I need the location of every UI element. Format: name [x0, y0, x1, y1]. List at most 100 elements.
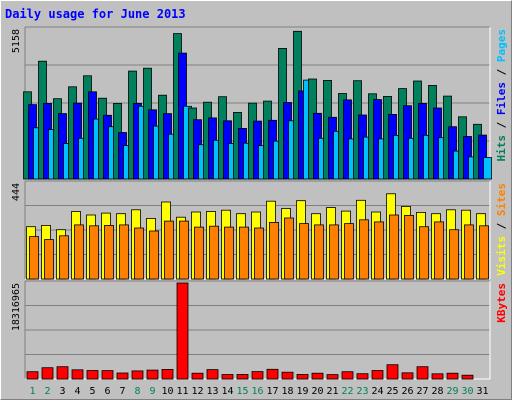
- x-tick-label: 15: [236, 386, 248, 397]
- x-tick-label: 31: [476, 386, 488, 397]
- legend-hits: Hits: [495, 135, 508, 162]
- x-tick-label: 19: [296, 386, 308, 397]
- bar-sites-day-16: [254, 227, 264, 280]
- bar-kbytes-day-15: [236, 373, 249, 380]
- x-tick-label: 1: [29, 386, 35, 397]
- bar-sites-day-2: [44, 239, 54, 280]
- x-tick-label: 3: [59, 386, 65, 397]
- bar-sites-day-13: [209, 225, 219, 280]
- bar-kbytes-day-7: [116, 372, 129, 380]
- x-tick-label: 2: [44, 386, 50, 397]
- x-tick-label: 5: [89, 386, 95, 397]
- x-tick-label: 21: [326, 386, 338, 397]
- x-tick-label: 29: [446, 386, 458, 397]
- panel-visits-sites-legend: Visits / Sites: [495, 183, 508, 276]
- x-tick-label: 18: [281, 386, 293, 397]
- bar-kbytes-day-30: [461, 374, 474, 380]
- bar-kbytes-day-23: [356, 373, 369, 380]
- x-tick-label: 9: [149, 386, 155, 397]
- bar-kbytes-day-10: [161, 368, 174, 380]
- bar-kbytes-day-13: [206, 369, 219, 380]
- bar-files-day-31: [478, 134, 487, 180]
- x-tick-label: 4: [74, 386, 80, 397]
- bar-sites-day-5: [89, 225, 99, 280]
- bar-sites-day-14: [224, 226, 234, 280]
- bar-sites-day-19: [299, 223, 309, 280]
- bar-sites-day-23: [359, 219, 369, 280]
- panel-kbytes-max-label: 18316965: [11, 283, 22, 331]
- bar-kbytes-day-27: [416, 366, 429, 380]
- bar-sites-day-1: [29, 236, 39, 280]
- x-tick-label: 30: [461, 386, 473, 397]
- bar-kbytes-day-3: [56, 366, 69, 380]
- bar-kbytes-day-4: [71, 369, 84, 380]
- bar-kbytes-day-25: [386, 364, 399, 380]
- x-tick-label: 8: [134, 386, 140, 397]
- bar-kbytes-day-18: [281, 371, 294, 380]
- x-tick-label: 17: [266, 386, 278, 397]
- x-tick-label: 27: [416, 386, 428, 397]
- bar-sites-day-8: [134, 227, 144, 280]
- bar-sites-day-22: [344, 223, 354, 280]
- legend-separator: /: [495, 216, 508, 236]
- x-tick-label: 14: [221, 386, 233, 397]
- legend-kbytes: KBytes: [495, 283, 508, 323]
- bar-sites-day-7: [119, 224, 129, 280]
- bar-kbytes-day-17: [266, 368, 279, 380]
- bar-kbytes-day-8: [131, 370, 144, 380]
- bar-kbytes-day-26: [401, 372, 414, 380]
- bar-sites-day-12: [194, 226, 204, 280]
- bar-sites-day-31: [479, 225, 489, 280]
- x-tick-label: 23: [356, 386, 368, 397]
- legend-visits: Visits: [495, 236, 508, 276]
- bar-kbytes-day-24: [371, 370, 384, 380]
- bar-sites-day-28: [434, 221, 444, 280]
- bar-kbytes-day-28: [431, 373, 444, 380]
- bar-sites-day-4: [74, 224, 84, 280]
- panel-visits-sites-max-label: 444: [11, 183, 22, 201]
- legend-sites: Sites: [495, 183, 508, 216]
- x-tick-label: 6: [104, 386, 110, 397]
- bar-sites-day-6: [104, 224, 114, 280]
- bar-kbytes-day-2: [41, 367, 54, 380]
- x-tick-label: 24: [371, 386, 383, 397]
- x-tick-label: 7: [119, 386, 125, 397]
- bar-kbytes-day-22: [341, 371, 354, 380]
- bar-sites-day-9: [149, 230, 159, 280]
- bar-kbytes-day-6: [101, 370, 114, 380]
- x-tick-label: 13: [206, 386, 218, 397]
- bar-sites-day-15: [239, 226, 249, 280]
- x-tick-label: 20: [311, 386, 323, 397]
- bar-kbytes-day-14: [221, 374, 234, 380]
- bar-sites-day-26: [404, 214, 414, 280]
- bar-sites-day-30: [464, 224, 474, 280]
- legend-pages: Pages: [495, 29, 508, 62]
- bar-sites-day-18: [284, 217, 294, 280]
- x-tick-label: 16: [251, 386, 263, 397]
- bar-kbytes-day-21: [326, 374, 339, 380]
- bar-kbytes-day-12: [191, 372, 204, 380]
- chart-title: Daily usage for June 2013: [5, 7, 186, 21]
- bar-sites-day-3: [59, 235, 69, 280]
- bar-sites-day-25: [389, 214, 399, 280]
- bar-kbytes-day-11: [176, 282, 189, 380]
- bar-sites-day-21: [329, 224, 339, 280]
- x-tick-label: 10: [161, 386, 173, 397]
- bar-kbytes-day-19: [296, 373, 309, 380]
- bar-sites-day-10: [164, 220, 174, 280]
- bar-kbytes-day-1: [26, 371, 39, 380]
- panel-hits-files-pages-legend: Hits / Files / Pages: [495, 29, 508, 162]
- bar-sites-day-17: [269, 221, 279, 280]
- x-tick-label: 11: [176, 386, 188, 397]
- legend-files: Files: [495, 82, 508, 115]
- bar-sites-day-20: [314, 224, 324, 280]
- bar-kbytes-day-9: [146, 369, 159, 380]
- legend-separator: /: [495, 62, 508, 82]
- x-tick-label: 25: [386, 386, 398, 397]
- legend-separator: /: [495, 115, 508, 135]
- bar-kbytes-day-29: [446, 372, 459, 380]
- bar-kbytes-day-20: [311, 372, 324, 380]
- bar-pages-day-31: [483, 157, 492, 180]
